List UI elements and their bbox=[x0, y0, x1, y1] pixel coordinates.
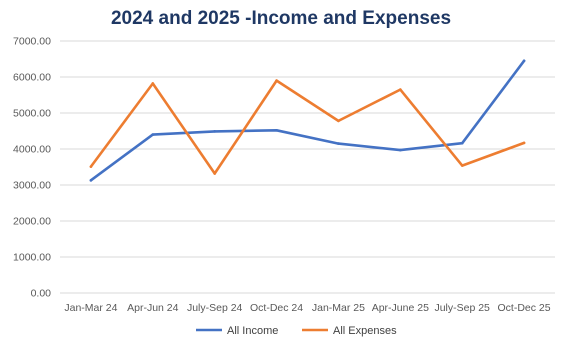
data-point bbox=[522, 59, 526, 63]
data-point bbox=[337, 119, 340, 123]
data-point bbox=[275, 128, 278, 132]
data-point bbox=[89, 165, 93, 168]
data-point bbox=[89, 179, 93, 182]
gridlines bbox=[60, 40, 555, 294]
y-tick-label: 3000.00 bbox=[13, 180, 51, 192]
data-point bbox=[213, 172, 216, 175]
y-tick-label: 5000.00 bbox=[13, 108, 51, 120]
x-tick-label: Oct-Dec 25 bbox=[498, 302, 551, 314]
x-tick-label: Jan-Mar 25 bbox=[312, 302, 365, 314]
y-axis-ticks: 0.00 1000.00 2000.00 3000.00 4000.00 5000.00 6… bbox=[13, 36, 51, 300]
x-tick-label: July-Sep 25 bbox=[434, 302, 490, 314]
data-point bbox=[151, 82, 155, 85]
chart-title: 2024 and 2025 -Income and Expenses bbox=[110, 8, 452, 29]
y-tick-label: 0.00 bbox=[31, 288, 52, 300]
data-point bbox=[522, 141, 526, 145]
x-tick-label: Oct-Dec 24 bbox=[250, 302, 303, 314]
x-axis-ticks: Jan-Mar 24 Apr-Jun 24 July-Sep 24 Oct-Dec 2… bbox=[64, 302, 550, 314]
legend: All Income All Expenses bbox=[196, 325, 397, 337]
series-lines bbox=[89, 59, 526, 182]
y-tick-label: 1000.00 bbox=[13, 252, 51, 264]
x-tick-label: Apr-June 25 bbox=[372, 302, 429, 314]
x-tick-label: July-Sep 24 bbox=[187, 302, 243, 314]
y-tick-label: 2000.00 bbox=[13, 216, 51, 228]
data-point bbox=[213, 130, 216, 133]
x-tick-label: Jan-Mar 24 bbox=[64, 302, 117, 314]
data-point bbox=[275, 79, 278, 82]
data-point bbox=[399, 88, 402, 91]
legend-label: All Expenses bbox=[333, 325, 397, 337]
y-tick-label: 4000.00 bbox=[13, 144, 51, 156]
data-point bbox=[460, 141, 464, 145]
data-point bbox=[399, 148, 402, 152]
data-point bbox=[337, 142, 340, 145]
y-tick-label: 6000.00 bbox=[13, 72, 51, 84]
series-line-all-expenses bbox=[89, 79, 526, 175]
data-point bbox=[460, 164, 464, 167]
legend-label: All Income bbox=[227, 325, 278, 337]
series-line-all-income bbox=[89, 59, 526, 182]
data-point bbox=[151, 133, 155, 136]
y-tick-label: 7000.00 bbox=[13, 36, 51, 48]
x-tick-label: Apr-Jun 24 bbox=[127, 302, 179, 314]
